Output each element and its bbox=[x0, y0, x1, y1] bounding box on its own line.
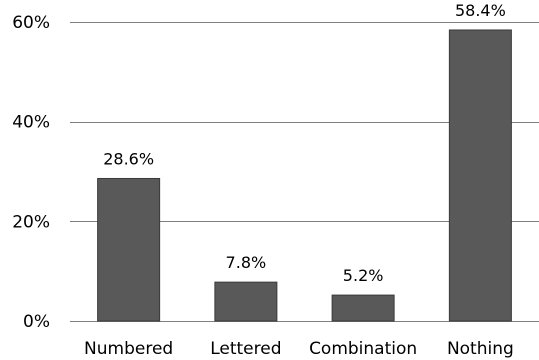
x-axis-category-labels: Numbered Lettered Combination Nothing bbox=[84, 339, 514, 359]
y-tick-label-20: 20% bbox=[12, 212, 50, 232]
data-label-nothing: 58.4% bbox=[455, 1, 506, 20]
x-category-label-combination: Combination bbox=[309, 339, 417, 359]
bar-lettered bbox=[214, 281, 278, 322]
y-tick-label-40: 40% bbox=[12, 113, 50, 133]
data-label-combination: 5.2% bbox=[343, 266, 384, 285]
bars bbox=[97, 29, 512, 322]
data-labels: 28.6% 7.8% 5.2% 58.4% bbox=[103, 1, 506, 285]
x-category-label-lettered: Lettered bbox=[210, 339, 281, 359]
x-category-label-numbered: Numbered bbox=[84, 339, 173, 359]
data-label-lettered: 7.8% bbox=[226, 253, 267, 272]
bar-combination bbox=[331, 294, 395, 322]
data-label-numbered: 28.6% bbox=[103, 149, 154, 168]
bar-numbered bbox=[97, 177, 161, 322]
bar-nothing bbox=[448, 29, 512, 322]
y-axis-tick-labels: 0% 20% 40% 60% bbox=[12, 13, 50, 332]
x-category-label-nothing: Nothing bbox=[447, 339, 514, 359]
y-tick-label-0: 0% bbox=[23, 312, 50, 332]
y-tick-label-60: 60% bbox=[12, 13, 50, 33]
